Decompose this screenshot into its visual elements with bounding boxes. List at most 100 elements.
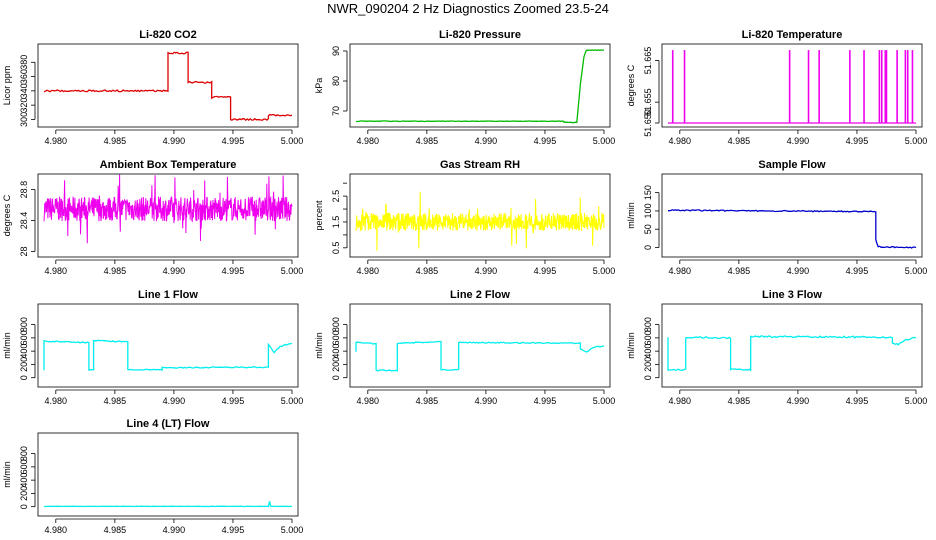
y-tick-label: 80 [331,76,341,86]
x-tick-label: 4.990 [787,266,810,276]
y-tick-label: 0 [331,375,341,380]
y-tick-label: 320 [19,98,29,113]
x-tick-label: 4.995 [846,136,869,146]
y-tick-label: 800 [331,317,341,332]
series-line [667,335,917,372]
y-tick-label: 90 [331,46,341,56]
data-layer [668,50,916,124]
panel-title: Ambient Box Temperature [100,159,237,171]
y-tick-label: 0.5 [331,242,341,255]
x-tick-label: 5.000 [905,396,928,406]
x-tick-label: 4.995 [222,136,245,146]
y-tick-label: 600 [19,459,29,474]
y-tick-label: 70 [331,106,341,116]
series-line [356,49,604,124]
plot-frame [661,173,923,258]
x-axis: 4.980 4.985 4.990 4.995 5.000 [669,259,927,276]
y-tick-label: 800 [643,317,653,332]
x-axis: 4.980 4.985 4.990 4.995 5.000 [357,259,616,276]
series-line [355,191,605,252]
x-tick-label: 5.000 [593,136,616,146]
y-tick-label: 400 [331,344,341,359]
x-tick-label: 4.990 [475,136,498,146]
y-tick-label: 0 [19,504,29,509]
y-tick-label: 200 [643,357,653,372]
plot-frame [349,173,611,258]
x-axis: 4.980 4.985 4.990 4.995 5.000 [357,129,616,146]
y-tick-label: 380 [19,55,29,70]
x-axis: 4.980 4.985 4.990 4.995 5.000 [45,518,303,535]
x-tick-label: 4.985 [416,136,439,146]
x-tick-label: 4.990 [787,396,810,406]
y-tick-label: 600 [643,330,653,345]
x-tick-label: 4.980 [357,266,380,276]
y-tick-label: 800 [19,317,29,332]
panel-5: Gas Stream RH percent 4.980 4.985 4.990 4.995… [314,159,615,276]
x-tick-label: 4.980 [357,136,380,146]
plot-frame [37,43,299,128]
y-tick-label: 28.4 [19,212,29,230]
y-axis-label: ml/min [314,332,324,359]
series-line [355,340,605,372]
y-axis-label: ml/min [626,332,636,359]
x-tick-label: 4.985 [728,396,751,406]
y-tick-label: 200 [19,486,29,501]
x-tick-label: 4.980 [669,396,692,406]
panel-7: Line 1 Flow ml/min 4.980 4.985 4.990 4.995 5.0… [2,289,303,406]
y-axis-label: ml/min [626,202,636,229]
y-tick-label: 51.655 [643,88,653,116]
panel-1: Li-820 CO2 Licor ppm 4.980 4.985 4.990 4.995 5… [2,29,303,146]
panel-title: Line 2 Flow [450,289,510,301]
x-tick-label: 4.990 [163,396,186,406]
y-tick-label: 100 [643,203,653,218]
x-axis: 4.980 4.985 4.990 4.995 5.000 [45,129,304,146]
panel-9: Line 3 Flow ml/min 4.980 4.985 4.990 4.995 5.0… [626,289,927,406]
x-tick-label: 4.995 [222,266,245,276]
data-layer [355,191,605,252]
y-axis-label: degrees C [2,194,12,236]
y-tick-label: 0 [643,245,653,250]
y-tick-label: 51.665 [643,47,653,75]
x-tick-label: 4.980 [357,396,380,406]
series-line [43,51,293,122]
panel-title: Line 4 (LT) Flow [127,418,210,430]
plot-frame [37,303,299,388]
x-tick-label: 4.990 [163,266,186,276]
y-tick-label: 200 [331,357,341,372]
y-tick-label: 600 [19,330,29,345]
x-tick-label: 5.000 [281,396,304,406]
data-layer [668,209,917,249]
x-tick-label: 4.990 [163,136,186,146]
x-tick-label: 4.990 [163,525,186,535]
x-tick-label: 4.980 [669,136,692,146]
x-tick-label: 4.995 [534,396,557,406]
x-axis: 4.980 4.985 4.990 4.995 5.000 [45,259,303,276]
y-axis-label: ml/min [2,332,12,359]
data-layer [43,339,293,372]
panel-title: Li-820 CO2 [139,29,196,41]
x-tick-label: 5.000 [593,266,616,276]
y-tick-label: 300 [19,112,29,127]
x-tick-label: 4.990 [787,136,810,146]
x-tick-label: 4.995 [222,396,245,406]
x-tick-label: 4.995 [534,266,557,276]
y-tick-label: 200 [19,357,29,372]
x-tick-label: 5.000 [281,136,304,146]
plot-frame [37,173,299,258]
y-axis-label: ml/min [2,461,12,488]
panel-title: Sample Flow [758,159,826,171]
panel-title: Line 1 Flow [138,289,198,301]
x-axis: 4.980 4.985 4.990 4.995 5.000 [669,389,928,406]
y-tick-label: 600 [331,330,341,345]
x-tick-label: 4.985 [104,266,127,276]
plot-frame [349,303,611,388]
data-layer [43,174,293,244]
y-tick-label: 800 [19,446,29,461]
data-layer [43,51,293,122]
y-tick-label: 340 [19,83,29,98]
